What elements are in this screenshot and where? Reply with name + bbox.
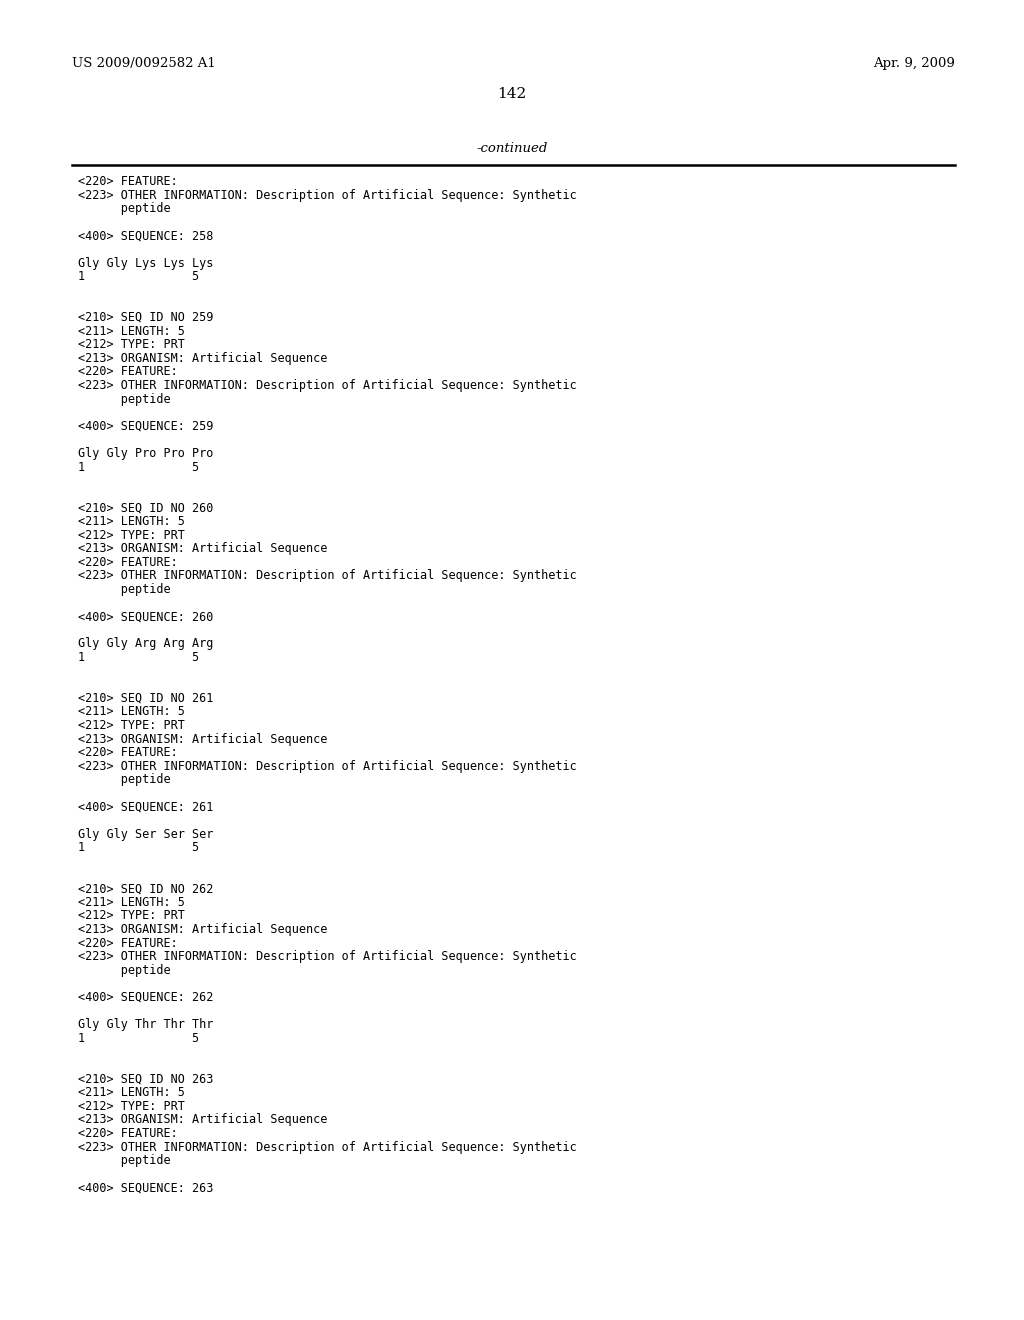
Text: peptide: peptide: [78, 583, 171, 597]
Text: <213> ORGANISM: Artificial Sequence: <213> ORGANISM: Artificial Sequence: [78, 1113, 328, 1126]
Text: Gly Gly Ser Ser Ser: Gly Gly Ser Ser Ser: [78, 828, 213, 841]
Text: 1               5: 1 5: [78, 271, 199, 284]
Text: <220> FEATURE:: <220> FEATURE:: [78, 366, 178, 379]
Text: <212> TYPE: PRT: <212> TYPE: PRT: [78, 1100, 185, 1113]
Text: <210> SEQ ID NO 262: <210> SEQ ID NO 262: [78, 882, 213, 895]
Text: <220> FEATURE:: <220> FEATURE:: [78, 176, 178, 187]
Text: <223> OTHER INFORMATION: Description of Artificial Sequence: Synthetic: <223> OTHER INFORMATION: Description of …: [78, 950, 577, 964]
Text: -continued: -continued: [476, 143, 548, 154]
Text: <210> SEQ ID NO 260: <210> SEQ ID NO 260: [78, 502, 213, 515]
Text: <400> SEQUENCE: 263: <400> SEQUENCE: 263: [78, 1181, 213, 1195]
Text: <212> TYPE: PRT: <212> TYPE: PRT: [78, 528, 185, 541]
Text: Gly Gly Pro Pro Pro: Gly Gly Pro Pro Pro: [78, 447, 213, 459]
Text: <212> TYPE: PRT: <212> TYPE: PRT: [78, 719, 185, 733]
Text: <400> SEQUENCE: 262: <400> SEQUENCE: 262: [78, 991, 213, 1005]
Text: <223> OTHER INFORMATION: Description of Artificial Sequence: Synthetic: <223> OTHER INFORMATION: Description of …: [78, 379, 577, 392]
Text: <213> ORGANISM: Artificial Sequence: <213> ORGANISM: Artificial Sequence: [78, 923, 328, 936]
Text: 1               5: 1 5: [78, 651, 199, 664]
Text: <400> SEQUENCE: 261: <400> SEQUENCE: 261: [78, 801, 213, 813]
Text: 1               5: 1 5: [78, 841, 199, 854]
Text: <220> FEATURE:: <220> FEATURE:: [78, 556, 178, 569]
Text: <220> FEATURE:: <220> FEATURE:: [78, 746, 178, 759]
Text: US 2009/0092582 A1: US 2009/0092582 A1: [72, 57, 216, 70]
Text: <210> SEQ ID NO 259: <210> SEQ ID NO 259: [78, 312, 213, 323]
Text: <213> ORGANISM: Artificial Sequence: <213> ORGANISM: Artificial Sequence: [78, 543, 328, 556]
Text: <211> LENGTH: 5: <211> LENGTH: 5: [78, 1086, 185, 1100]
Text: <211> LENGTH: 5: <211> LENGTH: 5: [78, 896, 185, 908]
Text: peptide: peptide: [78, 774, 171, 787]
Text: Gly Gly Thr Thr Thr: Gly Gly Thr Thr Thr: [78, 1018, 213, 1031]
Text: Gly Gly Arg Arg Arg: Gly Gly Arg Arg Arg: [78, 638, 213, 651]
Text: peptide: peptide: [78, 392, 171, 405]
Text: peptide: peptide: [78, 964, 171, 977]
Text: <211> LENGTH: 5: <211> LENGTH: 5: [78, 705, 185, 718]
Text: Gly Gly Lys Lys Lys: Gly Gly Lys Lys Lys: [78, 256, 213, 269]
Text: <400> SEQUENCE: 258: <400> SEQUENCE: 258: [78, 230, 213, 243]
Text: <211> LENGTH: 5: <211> LENGTH: 5: [78, 325, 185, 338]
Text: <223> OTHER INFORMATION: Description of Artificial Sequence: Synthetic: <223> OTHER INFORMATION: Description of …: [78, 1140, 577, 1154]
Text: Apr. 9, 2009: Apr. 9, 2009: [873, 57, 955, 70]
Text: <220> FEATURE:: <220> FEATURE:: [78, 1127, 178, 1140]
Text: 1               5: 1 5: [78, 1032, 199, 1045]
Text: <223> OTHER INFORMATION: Description of Artificial Sequence: Synthetic: <223> OTHER INFORMATION: Description of …: [78, 189, 577, 202]
Text: <400> SEQUENCE: 260: <400> SEQUENCE: 260: [78, 610, 213, 623]
Text: peptide: peptide: [78, 1154, 171, 1167]
Text: <220> FEATURE:: <220> FEATURE:: [78, 937, 178, 949]
Text: 142: 142: [498, 87, 526, 102]
Text: <212> TYPE: PRT: <212> TYPE: PRT: [78, 909, 185, 923]
Text: <223> OTHER INFORMATION: Description of Artificial Sequence: Synthetic: <223> OTHER INFORMATION: Description of …: [78, 760, 577, 772]
Text: <210> SEQ ID NO 261: <210> SEQ ID NO 261: [78, 692, 213, 705]
Text: <211> LENGTH: 5: <211> LENGTH: 5: [78, 515, 185, 528]
Text: <213> ORGANISM: Artificial Sequence: <213> ORGANISM: Artificial Sequence: [78, 352, 328, 364]
Text: <223> OTHER INFORMATION: Description of Artificial Sequence: Synthetic: <223> OTHER INFORMATION: Description of …: [78, 569, 577, 582]
Text: <212> TYPE: PRT: <212> TYPE: PRT: [78, 338, 185, 351]
Text: <210> SEQ ID NO 263: <210> SEQ ID NO 263: [78, 1073, 213, 1085]
Text: peptide: peptide: [78, 202, 171, 215]
Text: 1               5: 1 5: [78, 461, 199, 474]
Text: <213> ORGANISM: Artificial Sequence: <213> ORGANISM: Artificial Sequence: [78, 733, 328, 746]
Text: <400> SEQUENCE: 259: <400> SEQUENCE: 259: [78, 420, 213, 433]
